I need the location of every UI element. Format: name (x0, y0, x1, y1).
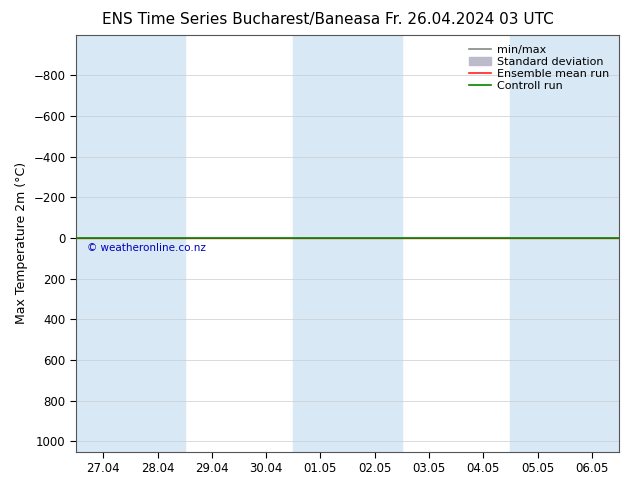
Bar (510, 35, 619, 452)
Text: Fr. 26.04.2024 03 UTC: Fr. 26.04.2024 03 UTC (385, 12, 553, 27)
Text: © weatheronline.co.nz: © weatheronline.co.nz (87, 243, 206, 253)
Text: ENS Time Series Bucharest/Baneasa: ENS Time Series Bucharest/Baneasa (102, 12, 380, 27)
Bar (76, 35, 184, 452)
Legend: min/max, Standard deviation, Ensemble mean run, Controll run: min/max, Standard deviation, Ensemble me… (465, 40, 614, 96)
Y-axis label: Max Temperature 2m (°C): Max Temperature 2m (°C) (15, 162, 28, 324)
Bar (294, 35, 402, 452)
